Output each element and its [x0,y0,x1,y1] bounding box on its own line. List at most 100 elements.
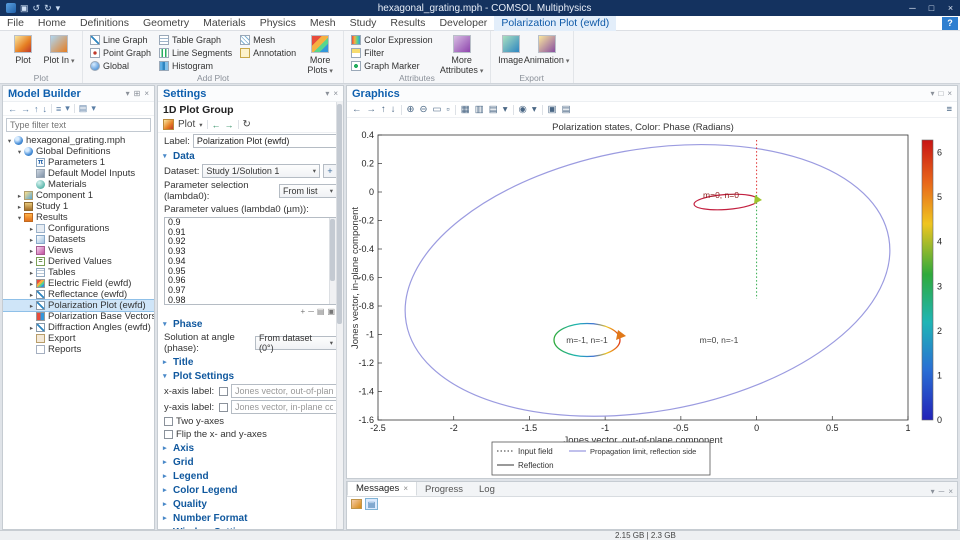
tab-study[interactable]: Study [349,16,377,29]
tab-physics[interactable]: Physics [259,16,296,29]
minimize-button[interactable]: ─ [909,3,916,13]
expand-arrow-icon[interactable]: ▸ [29,324,34,332]
forward-icon[interactable]: → [21,103,30,114]
image-button[interactable]: Image [496,33,526,67]
list-load-icon[interactable]: ▤ [316,307,325,316]
y-axis-label-input[interactable] [231,400,337,414]
tab-materials[interactable]: Materials [203,16,246,29]
color-expression-button[interactable]: Color Expression [349,33,435,46]
tab-file[interactable]: File [7,16,24,29]
panel-close-icon[interactable]: × [947,89,952,98]
panel-close-icon[interactable]: × [948,487,953,496]
mesh-button[interactable]: Mesh [238,33,298,46]
tree-item-polarization-base-vectors[interactable]: Polarization Base Vectors [3,311,154,322]
tree-item-root[interactable]: ▾ hexagonal_grating.mph [3,135,154,146]
section-data[interactable]: ▾ Data [158,149,343,163]
view-dropdown-icon[interactable]: ▾ [502,104,508,115]
expand-arrow-icon[interactable]: ▸ [29,291,34,299]
histogram-button[interactable]: Histogram [157,59,234,72]
close-button[interactable]: × [947,3,954,13]
expand-arrow-icon[interactable]: ▸ [17,192,22,200]
label-input[interactable] [192,134,337,148]
tree-item-datasets[interactable]: ▸ Datasets [3,234,154,245]
section-number-format[interactable]: ▸ Number Format [158,511,343,525]
scene-light-icon[interactable]: ◉ [518,104,527,115]
panel-close-icon[interactable]: × [144,89,149,98]
tree-item-diffraction-angles[interactable]: ▸ Diffraction Angles (ewfd) [3,322,154,333]
undo-icon[interactable]: ↺ [32,2,41,13]
tab-home[interactable]: Home [37,16,66,29]
panel-dropdown-icon[interactable]: ▾ [325,89,330,98]
dataset-select[interactable]: Study 1/Solution 1 ▾ [202,164,320,178]
animation-button[interactable]: Animation ▾ [524,33,569,69]
clear-messages-icon[interactable] [351,499,362,509]
follow-messages-toggle-icon[interactable]: ▤ [365,498,378,510]
save-icon[interactable]: ▣ [20,2,29,13]
dropdown-arrow-icon[interactable]: ▾ [199,121,203,129]
line-segments-button[interactable]: Line Segments [157,46,234,59]
collapse-arrow-icon[interactable]: ▾ [7,137,12,145]
list-item[interactable]: 0.94 [168,255,186,266]
tab-geometry[interactable]: Geometry [142,16,190,29]
panel-maximize-icon[interactable]: □ [938,89,944,98]
go-to-source-icon[interactable]: ↻ [242,119,251,130]
polarization-plot[interactable]: Polarization states, Color: Phase (Radia… [347,118,958,479]
tree-item-results[interactable]: ▾ Results [3,212,154,223]
expand-arrow-icon[interactable]: ▸ [29,302,34,310]
pan-up-icon[interactable]: ↑ [381,104,386,115]
up-icon[interactable]: ↑ [34,103,39,114]
solution-angle-select[interactable]: From dataset (0°) ▾ [255,333,337,353]
parameter-values-listbox[interactable]: 0.9 0.91 0.92 0.93 0.94 0.95 0.96 0.97 0… [164,217,337,305]
zoom-in-icon[interactable]: ⊕ [406,104,415,115]
list-save-icon[interactable]: ▣ [327,307,335,316]
section-title-group[interactable]: ▸ Title [158,355,343,369]
list-add-icon[interactable]: + [300,307,306,316]
tree-filter-input[interactable] [10,120,147,130]
annotation-button[interactable]: Annotation [238,46,298,59]
panel-close-icon[interactable]: × [333,89,338,98]
section-window-settings[interactable]: ▸Window Settings [158,525,343,530]
plot-in-button[interactable]: Plot In ▾ [41,33,77,69]
tree-item-component[interactable]: ▸ Component 1 [3,190,154,201]
panel-minimize-icon[interactable]: ─ [938,487,945,496]
section-quality[interactable]: ▸ Quality [158,497,343,511]
tree-item-export[interactable]: Export [3,333,154,344]
grid-view-icon[interactable]: ▤ [78,103,88,113]
collapse-arrow-icon[interactable]: ▾ [17,148,22,156]
snapshot-icon[interactable]: ▣ [547,104,557,115]
close-tab-icon[interactable]: × [403,484,408,493]
expand-arrow-icon[interactable]: ▸ [17,203,22,211]
tree-item-reflectance[interactable]: ▸ Reflectance (ewfd) [3,289,154,300]
expand-arrow-icon[interactable]: ▸ [29,258,34,266]
section-phase[interactable]: ▾ Phase [158,317,343,331]
tab-messages[interactable]: Messages × [347,482,417,496]
menu-icon[interactable]: ≡ [56,103,62,114]
x-axis-label-checkbox[interactable] [219,386,228,396]
list-item[interactable]: 0.92 [168,236,186,247]
plot-array-icon[interactable]: ▤ [488,104,498,115]
parameter-selection-select[interactable]: From list ▾ [279,184,337,198]
tab-mesh[interactable]: Mesh [309,16,336,29]
panel-dropdown-icon[interactable]: ▾ [930,487,935,496]
tree-item-global-definitions[interactable]: ▾ Global Definitions [3,146,154,157]
tree-item-parameters[interactable]: π Parameters 1 [3,157,154,168]
print-icon[interactable]: ▤ [561,104,571,115]
dropdown-icon[interactable]: ▾ [65,103,70,113]
line-graph-button[interactable]: Line Graph [88,33,153,46]
previous-icon[interactable]: ← [211,119,221,130]
collapse-arrow-icon[interactable]: ▾ [17,214,22,222]
settings-scrollbar[interactable] [336,102,343,529]
list-item[interactable]: 0.93 [168,246,186,257]
section-axis[interactable]: ▸ Axis [158,441,343,455]
filter-button[interactable]: Filter [349,46,435,59]
redo-icon[interactable]: ↻ [44,2,52,13]
expand-arrow-icon[interactable]: ▸ [29,225,34,233]
tree-item-electric-field[interactable]: ▸ Electric Field (ewfd) [3,278,154,289]
list-item[interactable]: 0.97 [168,284,186,295]
help-button[interactable]: ? [942,16,958,30]
tree-filter[interactable] [6,118,151,132]
tree-item-study[interactable]: ▸ Study 1 [3,201,154,212]
next-icon[interactable]: → [224,119,234,130]
panel-dropdown-icon[interactable]: ▾ [125,89,130,98]
flip-axes-checkbox[interactable] [164,430,173,439]
